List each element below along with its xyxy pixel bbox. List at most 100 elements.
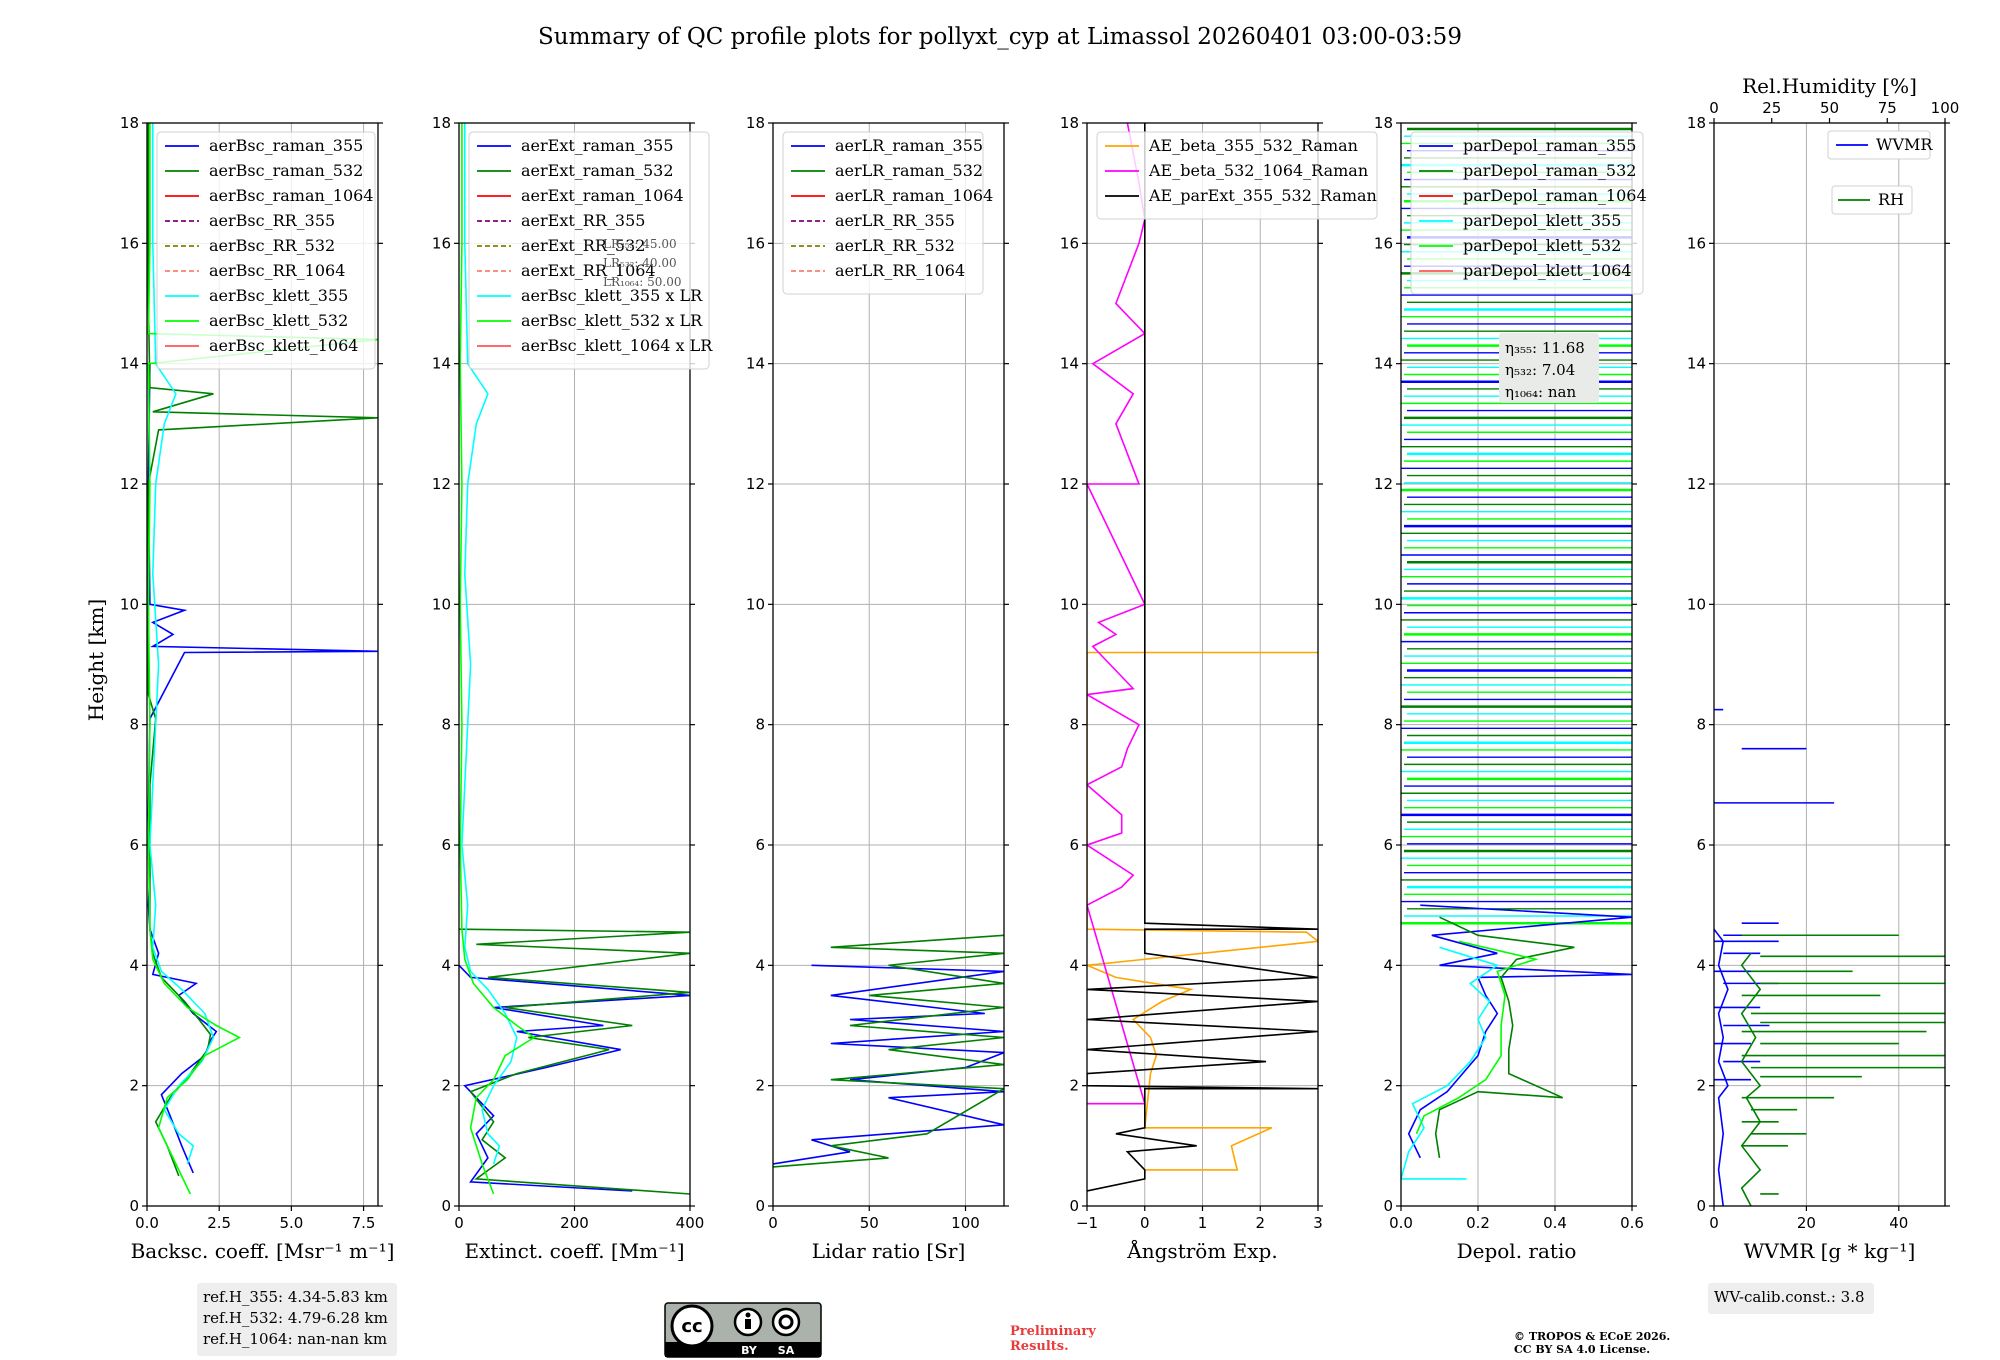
axes-frame — [1400, 122, 1633, 1207]
data-wv — [1714, 140, 1945, 1206]
copyright-line-2: CC BY SA 4.0 License. — [1514, 1343, 1650, 1356]
x-tick-label: 3 — [1313, 1214, 1323, 1232]
series-aerBsc_klett_355 x LR — [461, 123, 518, 1165]
legend-box — [1410, 131, 1644, 295]
x-tick-label: 0.0 — [135, 1214, 159, 1232]
info-box-wv — [1708, 1283, 1874, 1314]
y-tick-label: 6 — [441, 836, 451, 854]
x-axis-label: WVMR [g * kg⁻¹] — [1744, 1239, 1916, 1263]
y-tick-label: 18 — [1687, 114, 1706, 132]
x-tick-label: 1 — [1198, 1214, 1208, 1232]
legend-entry: aerExt_raman_1064 — [521, 186, 684, 205]
y-tick-label: 10 — [746, 595, 765, 613]
y-tick-label: 8 — [1383, 716, 1393, 734]
y-tick-label: 18 — [1374, 114, 1393, 132]
copyright-line-1: © TROPOS & ECoE 2026. — [1514, 1330, 1670, 1343]
y-tick-label: 8 — [129, 716, 139, 734]
legend-box — [156, 131, 376, 370]
axes-frame — [146, 122, 379, 1207]
panel-bsc: 0 2 4 6 8 10 12 14 16 18 0.0 2.5 5.0 7.5 Backsc. coeff… — [120, 114, 397, 1356]
series-aerBsc_raman_355 — [147, 363, 378, 1174]
info-line: ref.H_355: 4.34-5.83 km — [203, 1288, 388, 1306]
y-tick-label: 16 — [432, 234, 451, 252]
x-tick-label: 40 — [1889, 1214, 1908, 1232]
y-tick-label: 16 — [120, 234, 139, 252]
top-x-tick-label: 50 — [1820, 99, 1839, 117]
info-line: WV-calib.const.: 3.8 — [1714, 1288, 1865, 1306]
x-tick-label: 400 — [676, 1214, 705, 1232]
info-line: ref.H_1064: nan-nan km — [203, 1330, 387, 1348]
y-tick-label: 4 — [1696, 956, 1706, 974]
series-aerBsc_klett_355 — [149, 123, 215, 1165]
legend-box — [1096, 131, 1378, 220]
series-AE_parExt_355_532_Raman — [1087, 123, 1318, 1192]
y-tick-label: 10 — [120, 595, 139, 613]
legend-box — [468, 131, 710, 370]
y-tick-label: 4 — [1383, 956, 1393, 974]
legend-entry: aerBsc_RR_355 — [209, 211, 335, 230]
legend-entry: aerLR_RR_1064 — [835, 261, 965, 280]
y-tick-label: 6 — [755, 836, 765, 854]
y-tick-label: 2 — [1069, 1077, 1079, 1095]
y-tick-label: 12 — [1060, 475, 1079, 493]
y-tick-label: 8 — [755, 716, 765, 734]
cc-sa-label: SA — [778, 1344, 795, 1357]
x-tick-label: 0.0 — [1389, 1214, 1413, 1232]
lr-label: LR₃₅₅: 45.00 — [603, 237, 677, 251]
y-tick-label: 14 — [1687, 355, 1706, 373]
x-tick-label: 20 — [1797, 1214, 1816, 1232]
y-tick-label: 4 — [129, 956, 139, 974]
y-tick-label: 10 — [1374, 595, 1393, 613]
legend-entry: aerBsc_raman_1064 — [209, 186, 374, 205]
legend-entry: aerLR_RR_355 — [835, 211, 955, 230]
series-AE_beta_532_1064_Raman — [1087, 123, 1147, 1105]
eta-value: η₁₀₆₄: nan — [1505, 383, 1576, 401]
legend-entry: aerBsc_klett_355 x LR — [521, 286, 703, 305]
legend-entry: AE_beta_355_532_Raman — [1148, 136, 1358, 155]
series-parDepol_raman_532 — [1434, 916, 1575, 1159]
cc-license-badge[interactable]: cc BY SA — [664, 1302, 822, 1358]
y-tick-label: 14 — [432, 355, 451, 373]
top-x-axis-label: Rel.Humidity [%] — [1742, 74, 1917, 98]
legend-entry: parDepol_raman_355 — [1463, 136, 1636, 155]
x-tick-label: 2 — [1255, 1214, 1265, 1232]
y-tick-label: 10 — [432, 595, 451, 613]
legend-entry: aerExt_RR_1064 — [521, 261, 656, 280]
x-axis-label: Ångström Exp. — [1126, 1238, 1277, 1263]
x-axis-label: Depol. ratio — [1457, 1239, 1577, 1263]
preliminary-line-2: Results. — [1010, 1339, 1069, 1354]
figure-title: Summary of QC profile plots for pollyxt_… — [538, 24, 1462, 50]
y-tick-label: 8 — [1069, 716, 1079, 734]
series-parDepol_raman_355 — [1407, 904, 1632, 1159]
y-tick-label: 2 — [755, 1077, 765, 1095]
x-tick-label: 200 — [560, 1214, 589, 1232]
x-tick-label: 7.5 — [352, 1214, 376, 1232]
axes-frame — [772, 122, 1005, 1207]
y-tick-label: 16 — [1060, 234, 1079, 252]
y-tick-label: 6 — [1383, 836, 1393, 854]
x-tick-label: −1 — [1076, 1214, 1098, 1232]
x-tick-label: 2.5 — [207, 1214, 231, 1232]
legend-entry: aerBsc_raman_532 — [209, 161, 363, 180]
y-tick-label: 14 — [1374, 355, 1393, 373]
y-tick-label: 0 — [1696, 1197, 1706, 1215]
legend-entry: aerLR_raman_355 — [835, 136, 983, 155]
legend-entry: aerExt_raman_355 — [521, 136, 674, 155]
y-tick-label: 12 — [1687, 475, 1706, 493]
y-tick-label: 18 — [746, 114, 765, 132]
y-tick-label: 0 — [755, 1197, 765, 1215]
y-tick-label: 4 — [755, 956, 765, 974]
legend-entry: AE_parExt_355_532_Raman — [1148, 186, 1377, 205]
y-tick-label: 12 — [120, 475, 139, 493]
eta-value: η₃₅₅: 11.68 — [1505, 339, 1585, 357]
panel-ext: 0 2 4 6 8 10 12 14 16 18 0 200 400 Extinct. coeff. [M… — [432, 114, 713, 1263]
x-axis-label: Extinct. coeff. [Mm⁻¹] — [464, 1239, 684, 1263]
y-tick-label: 14 — [746, 355, 765, 373]
x-axis-label: Backsc. coeff. [Msr⁻¹ m⁻¹] — [131, 1239, 395, 1263]
x-tick-label: 0 — [1709, 1214, 1719, 1232]
eta-value: η₅₃₂: 7.04 — [1505, 361, 1575, 379]
legend-entry: aerExt_RR_532 — [521, 236, 645, 255]
legend-entry: aerLR_RR_532 — [835, 236, 955, 255]
by-icon-head — [745, 1312, 751, 1318]
legend-entry: parDepol_raman_532 — [1463, 161, 1636, 180]
